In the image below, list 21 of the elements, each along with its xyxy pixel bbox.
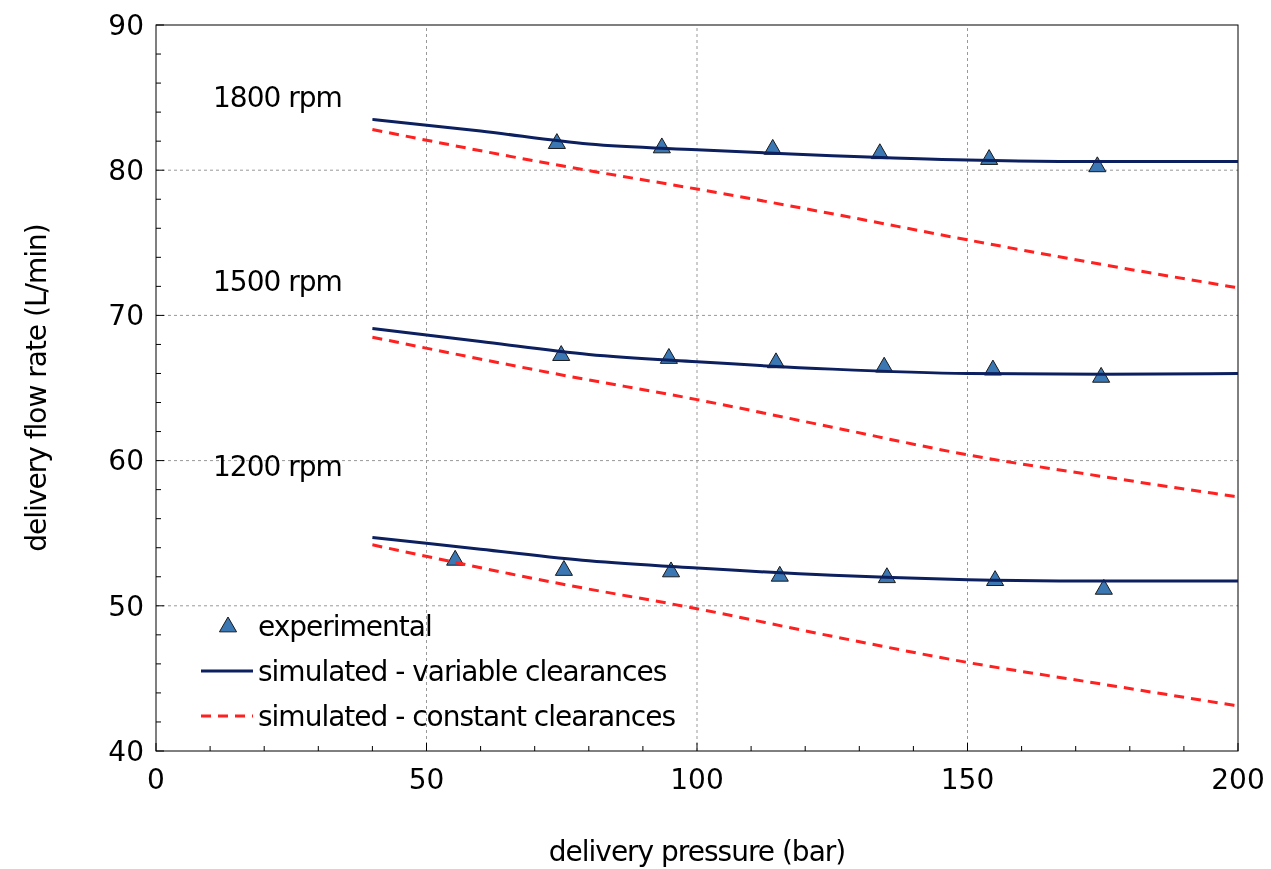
x-axis-title: delivery pressure (bar)	[548, 835, 846, 868]
x-tick-label: 200	[1211, 763, 1265, 796]
y-tick-label: 70	[108, 299, 144, 333]
legend-label: simulated - variable clearances	[258, 654, 667, 688]
y-axis-title: delivery flow rate (L/min)	[20, 224, 53, 552]
annotation: 1500 rpm	[213, 265, 342, 299]
x-tick-label: 150	[940, 763, 995, 796]
annotation: 1200 rpm	[213, 449, 342, 483]
legend-label: experimental	[258, 609, 432, 643]
point	[1094, 578, 1113, 595]
legend-label: simulated - constant clearances	[258, 699, 676, 733]
x-tick-label: 100	[670, 763, 724, 796]
annotation: 1800 rpm	[213, 81, 342, 115]
y-tick-label: 90	[108, 8, 144, 42]
point	[554, 560, 573, 576]
x-tick-label: 50	[408, 763, 445, 796]
y-tick-label: 60	[108, 444, 144, 478]
y-tick-label: 50	[108, 589, 144, 623]
y-tick-label: 80	[108, 154, 144, 187]
y-tick-label: 40	[108, 734, 144, 768]
x-tick-label: 0	[147, 763, 165, 796]
